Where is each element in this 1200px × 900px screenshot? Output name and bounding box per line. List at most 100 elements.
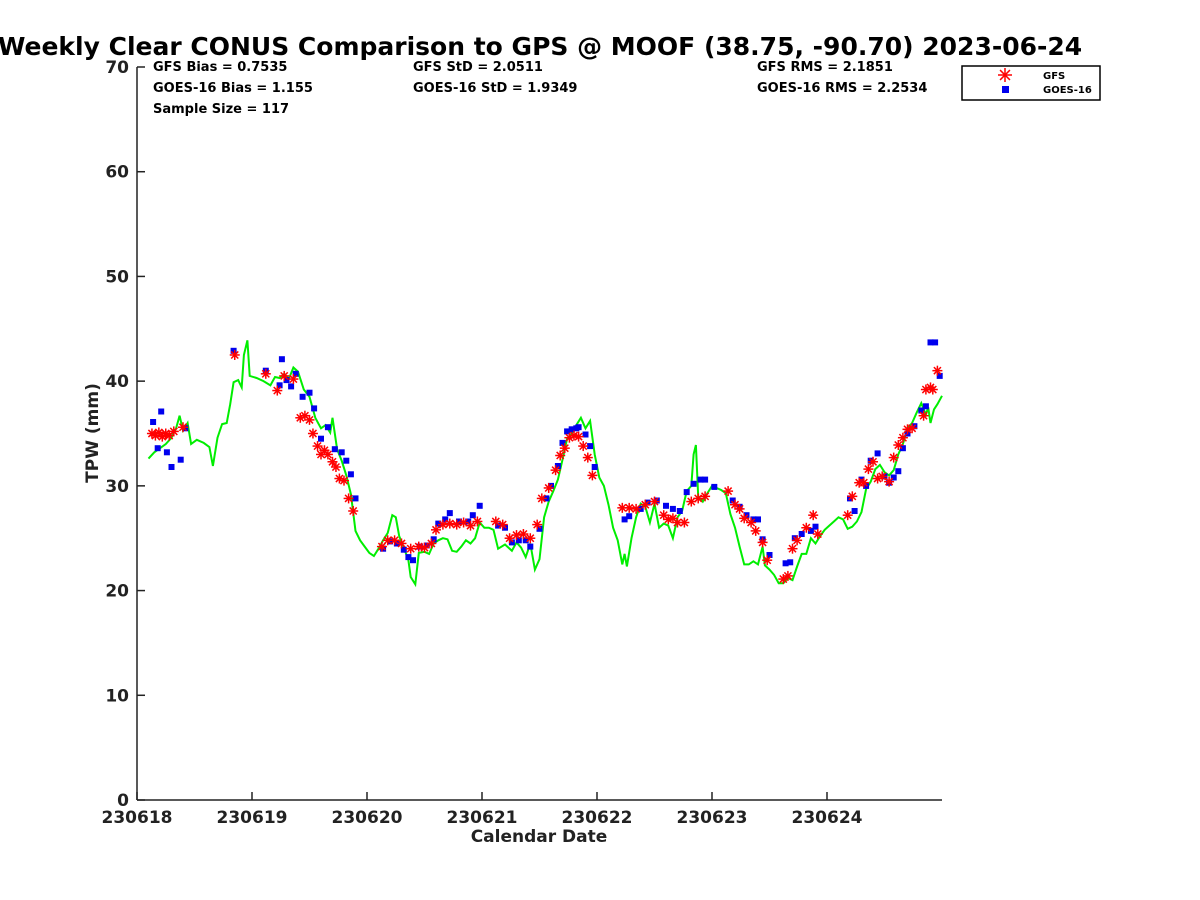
goes16-point-16 [311, 405, 318, 412]
gfs-point-72 [700, 491, 711, 502]
y-axis-label: TPW (mm) [83, 383, 103, 483]
gfs-point-62 [631, 503, 642, 514]
goes16-point-4 [168, 464, 175, 470]
goes16-point-83 [812, 523, 819, 530]
goes16-point-68 [697, 476, 704, 483]
goes16-point-94 [899, 445, 906, 452]
gfs-bias-stat: GFS Bias = 0.7535 [153, 60, 287, 75]
goes16-point-92 [890, 474, 897, 481]
gps-series-line [147, 340, 943, 588]
gfs-point-82 [782, 570, 793, 581]
goes16-point-89 [874, 450, 881, 457]
y-tick-label-30: 30 [105, 477, 129, 497]
y-tick-label-70: 70 [105, 58, 129, 78]
goes16-point-11 [283, 377, 290, 384]
axes: 0 10 20 30 40 50 60 70 230618 230619 230620 230621 2… [102, 58, 942, 828]
gfs-point-41 [472, 516, 483, 527]
gfs-point-73 [723, 486, 734, 497]
gfs-point-89 [847, 491, 858, 502]
gfs-point-96 [884, 476, 895, 487]
goes16-point-1 [154, 445, 161, 452]
gfs-point-37 [444, 518, 455, 529]
gfs-point-56 [573, 431, 584, 442]
gfs-point-38 [451, 519, 462, 530]
gfs-point-50 [543, 482, 554, 493]
gfs-point-45 [511, 530, 522, 541]
gfs-point-53 [559, 443, 570, 454]
gfs-point-69 [679, 517, 690, 528]
gfs-point-106 [932, 365, 943, 376]
goes16-point-63 [663, 502, 669, 509]
gfs-point-8 [229, 349, 240, 360]
goes16-point-62 [653, 497, 660, 504]
goes16-point-34 [442, 516, 449, 523]
gfs-point-52 [555, 450, 566, 461]
goes16-point-2 [158, 408, 165, 415]
gfs-point-46 [518, 529, 529, 540]
gfs-point-17 [312, 441, 323, 452]
goes16-point-51 [564, 428, 571, 435]
goes16-point-6 [182, 425, 189, 432]
x-tick-label-5: 230623 [677, 808, 748, 828]
gfs-point-11 [279, 370, 290, 381]
goes16-point-27 [400, 546, 407, 553]
gfs-point-43 [497, 519, 508, 530]
chart-title: Weekly Clear CONUS Comparison to GPS @ M… [0, 32, 1082, 61]
gfs-point-91 [858, 477, 869, 488]
gfs-point-40 [465, 520, 476, 531]
goes16-point-100 [932, 339, 939, 346]
goes16-point-66 [683, 489, 690, 496]
goes16-point-88 [867, 457, 874, 464]
gfs-point-35 [431, 524, 441, 535]
legend-gfs-asterisk [998, 68, 1012, 82]
gfs-point-97 [888, 452, 899, 463]
legend-box [961, 65, 1101, 101]
goes16-point-98 [922, 403, 929, 410]
goes-bias-stat: GOES-16 Bias = 1.155 [153, 81, 313, 96]
goes16-point-42 [508, 539, 515, 546]
gfs-point-31 [405, 543, 416, 554]
sample-size-stat: Sample Size = 117 [153, 102, 289, 117]
legend-goes-marker [1002, 86, 1009, 93]
goes16-point-29 [410, 557, 416, 564]
goes16-point-65 [676, 508, 683, 514]
gfs-point-86 [808, 510, 819, 521]
plot-series [146, 339, 943, 588]
gfs-point-87 [812, 529, 823, 540]
goes16-point-9 [276, 382, 283, 389]
gfs-point-12 [288, 374, 299, 385]
goes16-point-3 [163, 449, 170, 456]
goes16-point-97 [918, 407, 925, 414]
gfs-rms-stat: GFS RMS = 2.1851 [757, 60, 893, 75]
gfs-point-84 [792, 535, 803, 546]
gfs-point-64 [649, 496, 660, 507]
goes16-point-85 [851, 508, 858, 514]
gfs-point-75 [734, 503, 745, 514]
goes16-point-70 [711, 483, 718, 490]
goes16-point-77 [766, 552, 773, 558]
legend-gfs-label: GFS [1043, 71, 1065, 82]
gfs-point-51 [550, 465, 561, 476]
y-tick-label-10: 10 [105, 686, 129, 706]
goes16-point-19 [331, 446, 338, 453]
gfs-point-85 [801, 522, 812, 533]
gfs-point-20 [322, 449, 333, 460]
goes16-point-50 [559, 439, 566, 446]
gfs-point-26 [348, 505, 359, 516]
goes16-point-5 [177, 456, 184, 463]
y-tick-label-40: 40 [105, 372, 129, 392]
goes16-point-82 [807, 527, 814, 534]
goes16-point-46 [536, 525, 543, 532]
gfs-point-95 [877, 471, 888, 482]
goes16-point-12 [288, 383, 295, 390]
goes16-point-52 [568, 426, 575, 433]
goes16-point-39 [476, 502, 483, 509]
gfs-point-27 [376, 541, 387, 552]
gfs-point-102 [918, 410, 929, 421]
goes16-point-45 [527, 543, 534, 550]
goes16-point-10 [278, 356, 285, 363]
gfs-point-49 [536, 493, 547, 504]
gfs-point-61 [624, 502, 635, 513]
goes16-point-14 [299, 393, 306, 400]
